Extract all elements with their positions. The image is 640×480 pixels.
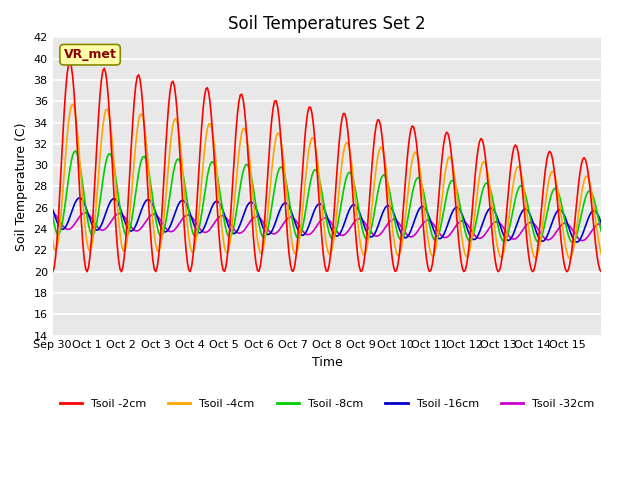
Text: VR_met: VR_met (63, 48, 116, 61)
Y-axis label: Soil Temperature (C): Soil Temperature (C) (15, 122, 28, 251)
Legend: Tsoil -2cm, Tsoil -4cm, Tsoil -8cm, Tsoil -16cm, Tsoil -32cm: Tsoil -2cm, Tsoil -4cm, Tsoil -8cm, Tsoi… (55, 395, 598, 414)
Title: Soil Temperatures Set 2: Soil Temperatures Set 2 (228, 15, 426, 33)
X-axis label: Time: Time (312, 356, 342, 369)
